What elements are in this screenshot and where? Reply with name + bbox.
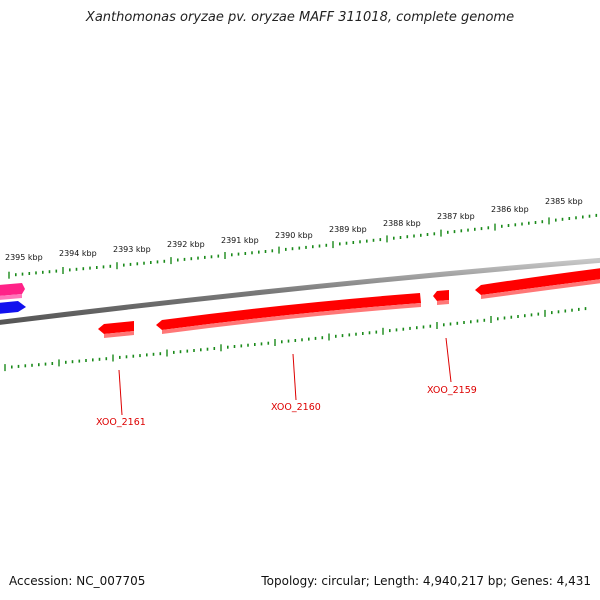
scale-label: 2386 kbp [491,205,529,214]
gene-xoo-2161[interactable] [98,321,134,338]
genome-title: Xanthomonas oryzae pv. oryzae MAFF 31101… [85,10,515,25]
gene-arrow[interactable] [475,268,600,295]
scale-label: 2390 kbp [275,231,313,240]
scale-label: 2388 kbp [383,219,421,228]
accession-text: Accession: NC_007705 [9,574,146,588]
gene-label-xoo-2161[interactable]: XOO_2161 [96,417,146,428]
scale-label: 2392 kbp [167,240,205,249]
gene-label-xoo-2159[interactable]: XOO_2159 [427,385,477,396]
gene-arrow-shadow [104,331,134,338]
gene-right-edge[interactable] [475,268,600,299]
leader-line-xoo-2161 [118,369,123,416]
pink-feature-shadow [0,294,22,300]
scale-label: 2385 kbp [545,197,583,206]
blue-feature[interactable] [0,301,26,314]
gene-arrow-shadow [162,303,421,334]
scale-label: 2395 kbp [5,253,43,262]
gene-arrow[interactable] [156,293,421,330]
gene-label-xoo-2160[interactable]: XOO_2160 [271,402,321,413]
left-features[interactable] [0,283,26,314]
outer-scale [8,213,598,279]
inner-scale [4,307,587,372]
scale-label: 2393 kbp [113,245,151,254]
gene-xoo-2159[interactable] [433,290,449,305]
scale-label: 2394 kbp [59,249,97,258]
gene-arrow[interactable] [98,321,134,334]
leader-line-xoo-2159 [445,337,452,383]
scale-label: 2387 kbp [437,212,475,221]
leader-line-xoo-2160 [292,353,297,401]
scale-label: 2389 kbp [329,225,367,234]
gene-arrow[interactable] [433,290,449,301]
genome-backbone [0,257,600,325]
scale-label: 2391 kbp [221,236,259,245]
gene-arrow-shadow [481,279,600,299]
gene-arrow-shadow [437,300,449,305]
genome-summary-text: Topology: circular; Length: 4,940,217 bp… [261,574,591,588]
gene-xoo-2160[interactable] [156,293,421,334]
pink-feature[interactable] [0,283,25,296]
